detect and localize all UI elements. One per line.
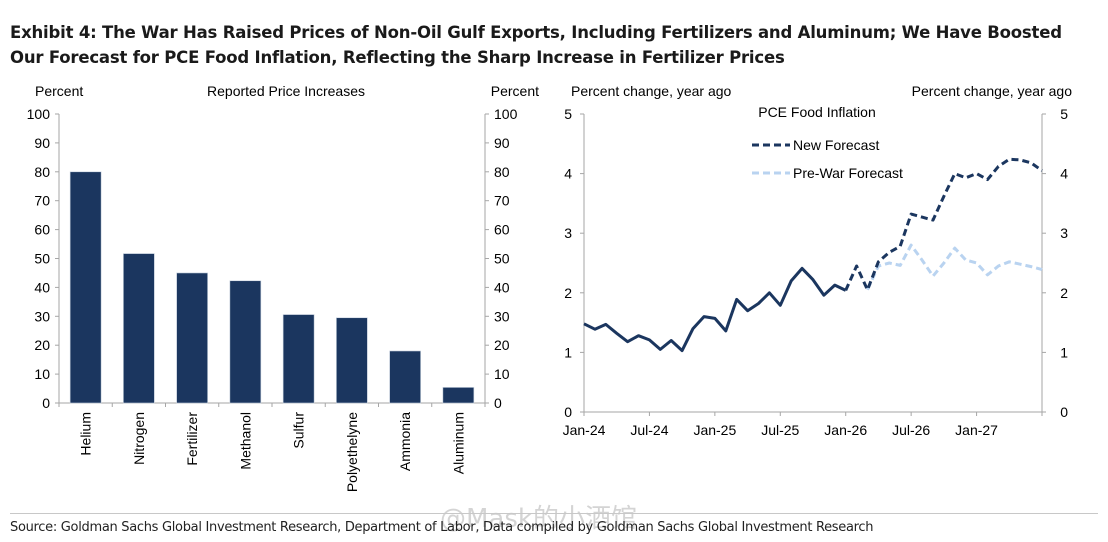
y-tick-label-left: 60 — [34, 222, 50, 238]
chart-area: Percent Reported Price Increases Percent… — [27, 83, 1073, 492]
legend-label-new-forecast: New Forecast — [793, 137, 879, 153]
y-tick-label-left: 2 — [564, 285, 572, 301]
y-tick-label-right: 3 — [1060, 225, 1068, 241]
y-tick-label-left: 10 — [34, 366, 50, 382]
y-tick-label-right: 4 — [1060, 166, 1068, 182]
bar-polyethelyne — [336, 317, 368, 404]
y-tick-label-right: 0 — [494, 395, 502, 411]
bar-nitrogen — [123, 253, 155, 404]
y-tick-label-right: 10 — [494, 366, 510, 382]
x-tick-label: Jan-24 — [563, 422, 606, 438]
x-tick-label: Jan-25 — [693, 422, 736, 438]
series-line-actual — [583, 266, 847, 353]
x-tick-label: Jan-26 — [824, 422, 867, 438]
bar-ylabel-left: Percent — [35, 83, 83, 99]
bar-aluminum — [442, 387, 475, 404]
x-tick-label: Jan-27 — [955, 422, 998, 438]
x-tick-label: Fertilizer — [184, 412, 200, 466]
y-tick-label-left: 0 — [42, 395, 50, 411]
line-ylabel-left: Percent change, year ago — [571, 83, 732, 99]
bar-ylabel-right: Percent — [491, 83, 539, 99]
y-tick-label-left: 1 — [564, 344, 572, 360]
series-line-pre-war-forecast — [866, 243, 1043, 291]
y-tick-label-left: 90 — [34, 135, 50, 151]
y-tick-label-right: 60 — [494, 222, 510, 238]
y-tick-label-left: 0 — [564, 404, 572, 420]
y-tick-label-left: 5 — [564, 106, 572, 122]
bar-fertilizer — [176, 272, 208, 404]
x-tick-label: Helium — [78, 412, 94, 456]
x-tick-label: Aluminum — [450, 412, 466, 474]
y-tick-label-right: 80 — [494, 164, 510, 180]
x-tick-label: Nitrogen — [131, 412, 147, 465]
y-tick-label-right: 30 — [494, 308, 510, 324]
bar-helium — [69, 171, 102, 404]
bar-sulfur — [282, 314, 315, 404]
bar-ammonia — [389, 350, 421, 404]
divider — [10, 513, 1098, 514]
bar-chart: 0 0 10 10 20 20 30 30 40 40 50 50 60 60 70 70 80 80 90 90 10… — [27, 106, 518, 492]
y-tick-label-left: 80 — [34, 164, 50, 180]
y-tick-label-left: 100 — [27, 106, 51, 122]
y-tick-label-left: 20 — [34, 337, 50, 353]
x-tick-label: Methanol — [237, 412, 253, 470]
y-tick-label-right: 100 — [494, 106, 518, 122]
y-tick-label-right: 70 — [494, 193, 510, 209]
y-tick-label-right: 20 — [494, 337, 510, 353]
source-note: Source: Goldman Sachs Global Investment … — [10, 520, 874, 535]
x-tick-label: Jul-24 — [630, 422, 668, 438]
bar-methanol — [229, 280, 262, 404]
y-tick-label-right: 50 — [494, 251, 510, 267]
line-chart: 0 0 1 1 2 2 3 3 4 4 5 5 Jan-24 Jul-24 Jan-25 Jul-25 Jan-… — [563, 106, 1069, 438]
x-tick-label: Jul-26 — [892, 422, 930, 438]
y-tick-label-left: 4 — [564, 166, 572, 182]
bar-chart-title: Reported Price Increases — [207, 83, 365, 99]
y-tick-label-right: 0 — [1060, 404, 1068, 420]
y-tick-label-right: 2 — [1060, 285, 1068, 301]
y-tick-label-right: 1 — [1060, 344, 1068, 360]
x-tick-label: Polyethelyne — [344, 412, 360, 492]
line-ylabel-right: Percent change, year ago — [912, 83, 1073, 99]
y-tick-label-right: 5 — [1060, 106, 1068, 122]
legend-label-pre-war-forecast: Pre-War Forecast — [793, 165, 903, 181]
y-tick-label-left: 50 — [34, 251, 50, 267]
line-chart-title: PCE Food Inflation — [758, 104, 876, 120]
exhibit-title: Exhibit 4: The War Has Raised Prices of … — [10, 23, 1062, 67]
watermark: @Mask的小酒馆 — [440, 504, 637, 534]
y-tick-label-left: 30 — [34, 308, 50, 324]
x-tick-label: Ammonia — [397, 412, 413, 471]
y-tick-label-right: 40 — [494, 279, 510, 295]
series-line-new-forecast — [844, 157, 1043, 292]
y-tick-label-left: 70 — [34, 193, 50, 209]
x-tick-label: Jul-25 — [761, 422, 799, 438]
y-tick-label-left: 40 — [34, 279, 50, 295]
y-tick-label-left: 3 — [564, 225, 572, 241]
y-tick-label-right: 90 — [494, 135, 510, 151]
x-tick-label: Sulfur — [291, 412, 307, 449]
